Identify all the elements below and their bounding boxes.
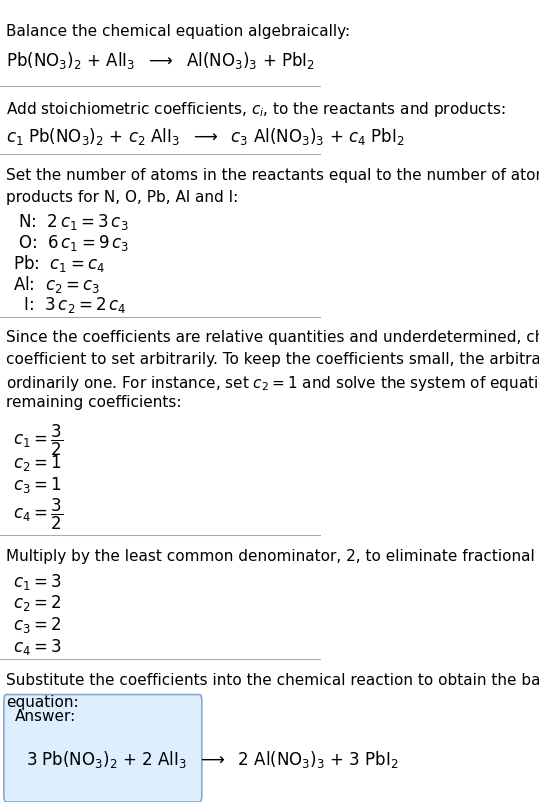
Text: $c_2 = 1$: $c_2 = 1$	[13, 453, 61, 473]
Text: Pb:  $c_1 = c_4$: Pb: $c_1 = c_4$	[13, 253, 105, 274]
Text: equation:: equation:	[6, 695, 79, 710]
FancyBboxPatch shape	[4, 695, 202, 802]
Text: Multiply by the least common denominator, 2, to eliminate fractional coefficient: Multiply by the least common denominator…	[6, 549, 539, 564]
Text: Since the coefficients are relative quantities and underdetermined, choose a: Since the coefficients are relative quan…	[6, 330, 539, 346]
Text: Add stoichiometric coefficients, $c_i$, to the reactants and products:: Add stoichiometric coefficients, $c_i$, …	[6, 100, 506, 119]
Text: $3$ Pb(NO$_3)_2$ + $2$ AlI$_3$  $\longrightarrow$  $2$ Al(NO$_3)_3$ + $3$ PbI$_2: $3$ Pb(NO$_3)_2$ + $2$ AlI$_3$ $\longrig…	[26, 749, 398, 770]
Text: $c_4 = \dfrac{3}{2}$: $c_4 = \dfrac{3}{2}$	[13, 497, 63, 533]
Text: I:  $3\,c_2 = 2\,c_4$: I: $3\,c_2 = 2\,c_4$	[13, 295, 126, 315]
Text: Set the number of atoms in the reactants equal to the number of atoms in the: Set the number of atoms in the reactants…	[6, 168, 539, 183]
Text: $c_1 = \dfrac{3}{2}$: $c_1 = \dfrac{3}{2}$	[13, 423, 63, 458]
Text: $c_2 = 2$: $c_2 = 2$	[13, 593, 61, 614]
Text: $c_1$ Pb(NO$_3)_2$ + $c_2$ AlI$_3$  $\longrightarrow$  $c_3$ Al(NO$_3)_3$ + $c_4: $c_1$ Pb(NO$_3)_2$ + $c_2$ AlI$_3$ $\lon…	[6, 126, 405, 147]
Text: $c_3 = 2$: $c_3 = 2$	[13, 615, 61, 635]
Text: ordinarily one. For instance, set $c_2 = 1$ and solve the system of equations fo: ordinarily one. For instance, set $c_2 =…	[6, 374, 539, 393]
Text: products for N, O, Pb, Al and I:: products for N, O, Pb, Al and I:	[6, 190, 239, 205]
Text: Answer:: Answer:	[15, 709, 75, 724]
Text: Pb(NO$_3)_2$ + AlI$_3$  $\longrightarrow$  Al(NO$_3)_3$ + PbI$_2$: Pb(NO$_3)_2$ + AlI$_3$ $\longrightarrow$…	[6, 50, 316, 71]
Text: $c_1 = 3$: $c_1 = 3$	[13, 572, 61, 592]
Text: remaining coefficients:: remaining coefficients:	[6, 395, 182, 411]
Text: Al:  $c_2 = c_3$: Al: $c_2 = c_3$	[13, 274, 100, 295]
Text: O:  $6\,c_1 = 9\,c_3$: O: $6\,c_1 = 9\,c_3$	[13, 233, 129, 253]
Text: Balance the chemical equation algebraically:: Balance the chemical equation algebraica…	[6, 24, 350, 39]
Text: Substitute the coefficients into the chemical reaction to obtain the balanced: Substitute the coefficients into the che…	[6, 673, 539, 688]
Text: coefficient to set arbitrarily. To keep the coefficients small, the arbitrary va: coefficient to set arbitrarily. To keep …	[6, 352, 539, 367]
Text: $c_4 = 3$: $c_4 = 3$	[13, 637, 61, 657]
Text: N:  $2\,c_1 = 3\,c_3$: N: $2\,c_1 = 3\,c_3$	[13, 212, 128, 232]
Text: $c_3 = 1$: $c_3 = 1$	[13, 475, 61, 495]
